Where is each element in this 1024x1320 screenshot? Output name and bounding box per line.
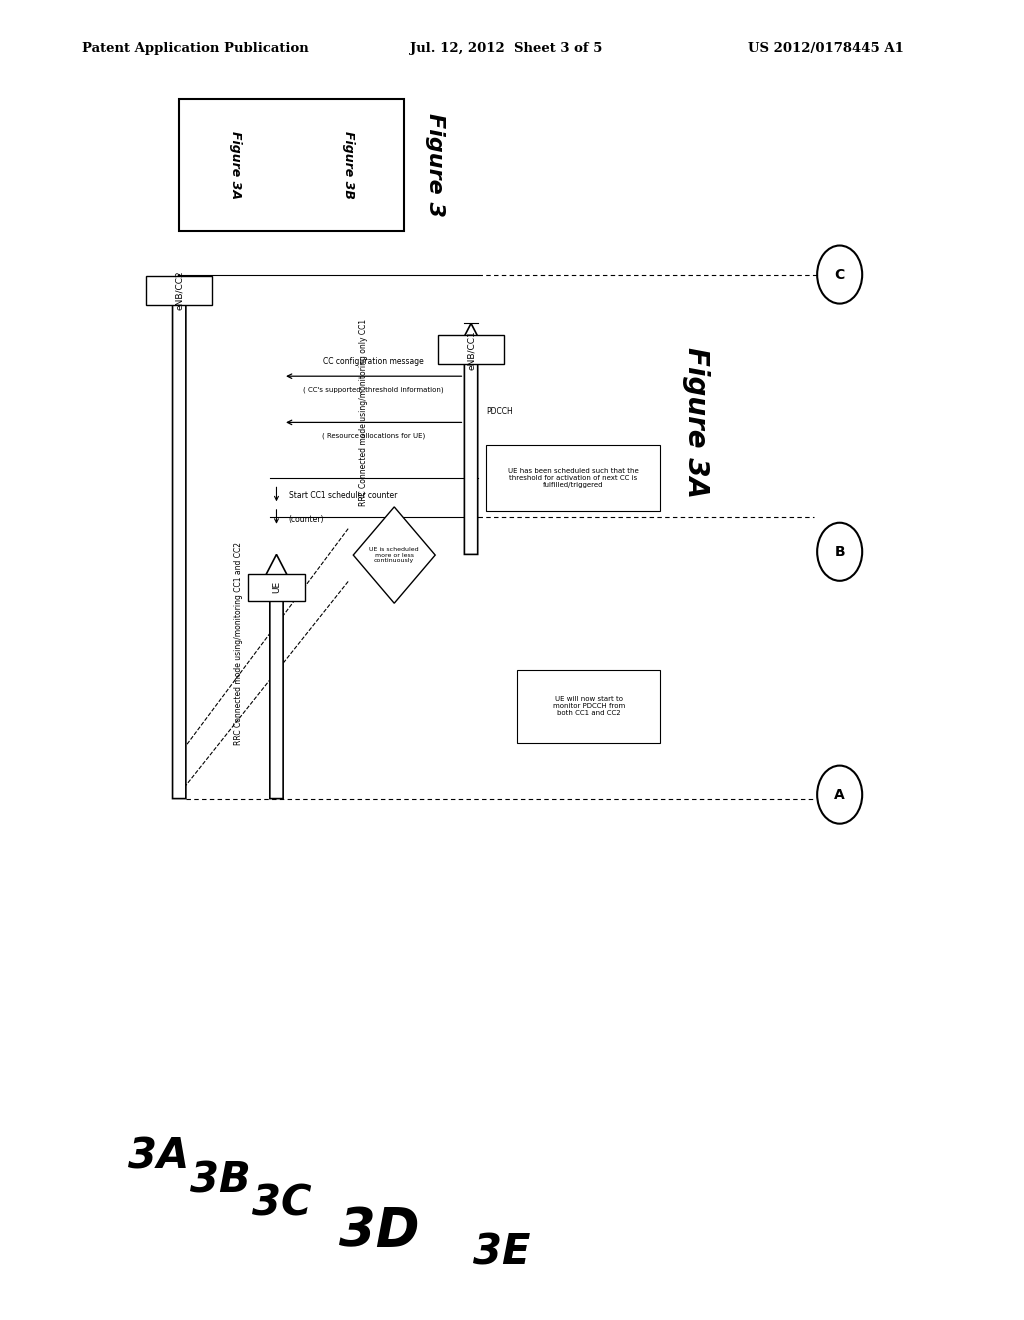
Bar bbox=[145, 276, 213, 305]
Text: Figure 3A: Figure 3A bbox=[229, 131, 242, 199]
Text: ( Resource allocations for UE): ( Resource allocations for UE) bbox=[323, 433, 425, 440]
Polygon shape bbox=[353, 507, 435, 603]
Text: 3E: 3E bbox=[473, 1232, 530, 1274]
Text: RRC Connected mode using/monitoring CC1 and CC2: RRC Connected mode using/monitoring CC1 … bbox=[233, 543, 243, 744]
Text: C: C bbox=[835, 268, 845, 281]
Text: US 2012/0178445 A1: US 2012/0178445 A1 bbox=[748, 42, 903, 55]
Text: ( CC's supported, threshold information): ( CC's supported, threshold information) bbox=[303, 387, 444, 393]
Bar bbox=[249, 574, 305, 601]
Text: Figure 3B: Figure 3B bbox=[342, 131, 354, 199]
Text: Figure 3A: Figure 3A bbox=[682, 347, 711, 498]
Text: UE is scheduled
more or less
continuously: UE is scheduled more or less continuousl… bbox=[370, 546, 419, 564]
Text: Patent Application Publication: Patent Application Publication bbox=[82, 42, 308, 55]
Text: 3A: 3A bbox=[128, 1135, 189, 1177]
Bar bbox=[486, 445, 660, 511]
Circle shape bbox=[817, 766, 862, 824]
Text: CC configuration message: CC configuration message bbox=[324, 356, 424, 366]
Text: B: B bbox=[835, 545, 845, 558]
Text: 3D: 3D bbox=[339, 1205, 419, 1257]
Bar bbox=[517, 671, 660, 742]
Circle shape bbox=[817, 246, 862, 304]
Text: 3B: 3B bbox=[189, 1159, 251, 1201]
Text: eNB/CC2: eNB/CC2 bbox=[175, 271, 183, 310]
Text: A: A bbox=[835, 788, 845, 801]
Text: eNB/CC1: eNB/CC1 bbox=[467, 330, 475, 370]
Circle shape bbox=[817, 523, 862, 581]
Polygon shape bbox=[263, 554, 290, 799]
Bar bbox=[438, 335, 504, 364]
Text: (counter): (counter) bbox=[289, 515, 325, 524]
Bar bbox=[179, 99, 404, 231]
Text: RRC Connected mode using/monitoring only CC1: RRC Connected mode using/monitoring only… bbox=[359, 319, 368, 506]
Text: Figure 3: Figure 3 bbox=[425, 114, 445, 216]
Text: UE has been scheduled such that the
threshold for activation of next CC is
fulfi: UE has been scheduled such that the thre… bbox=[508, 467, 639, 488]
Text: Jul. 12, 2012  Sheet 3 of 5: Jul. 12, 2012 Sheet 3 of 5 bbox=[410, 42, 602, 55]
Polygon shape bbox=[166, 275, 193, 799]
Text: UE will now start to
monitor PDCCH from
both CC1 and CC2: UE will now start to monitor PDCCH from … bbox=[553, 696, 625, 717]
Text: Start CC1 scheduler counter: Start CC1 scheduler counter bbox=[289, 491, 397, 500]
Text: 3C: 3C bbox=[252, 1183, 311, 1225]
Polygon shape bbox=[458, 323, 484, 554]
Text: PDCCH: PDCCH bbox=[486, 407, 513, 416]
Text: UE: UE bbox=[272, 581, 281, 594]
